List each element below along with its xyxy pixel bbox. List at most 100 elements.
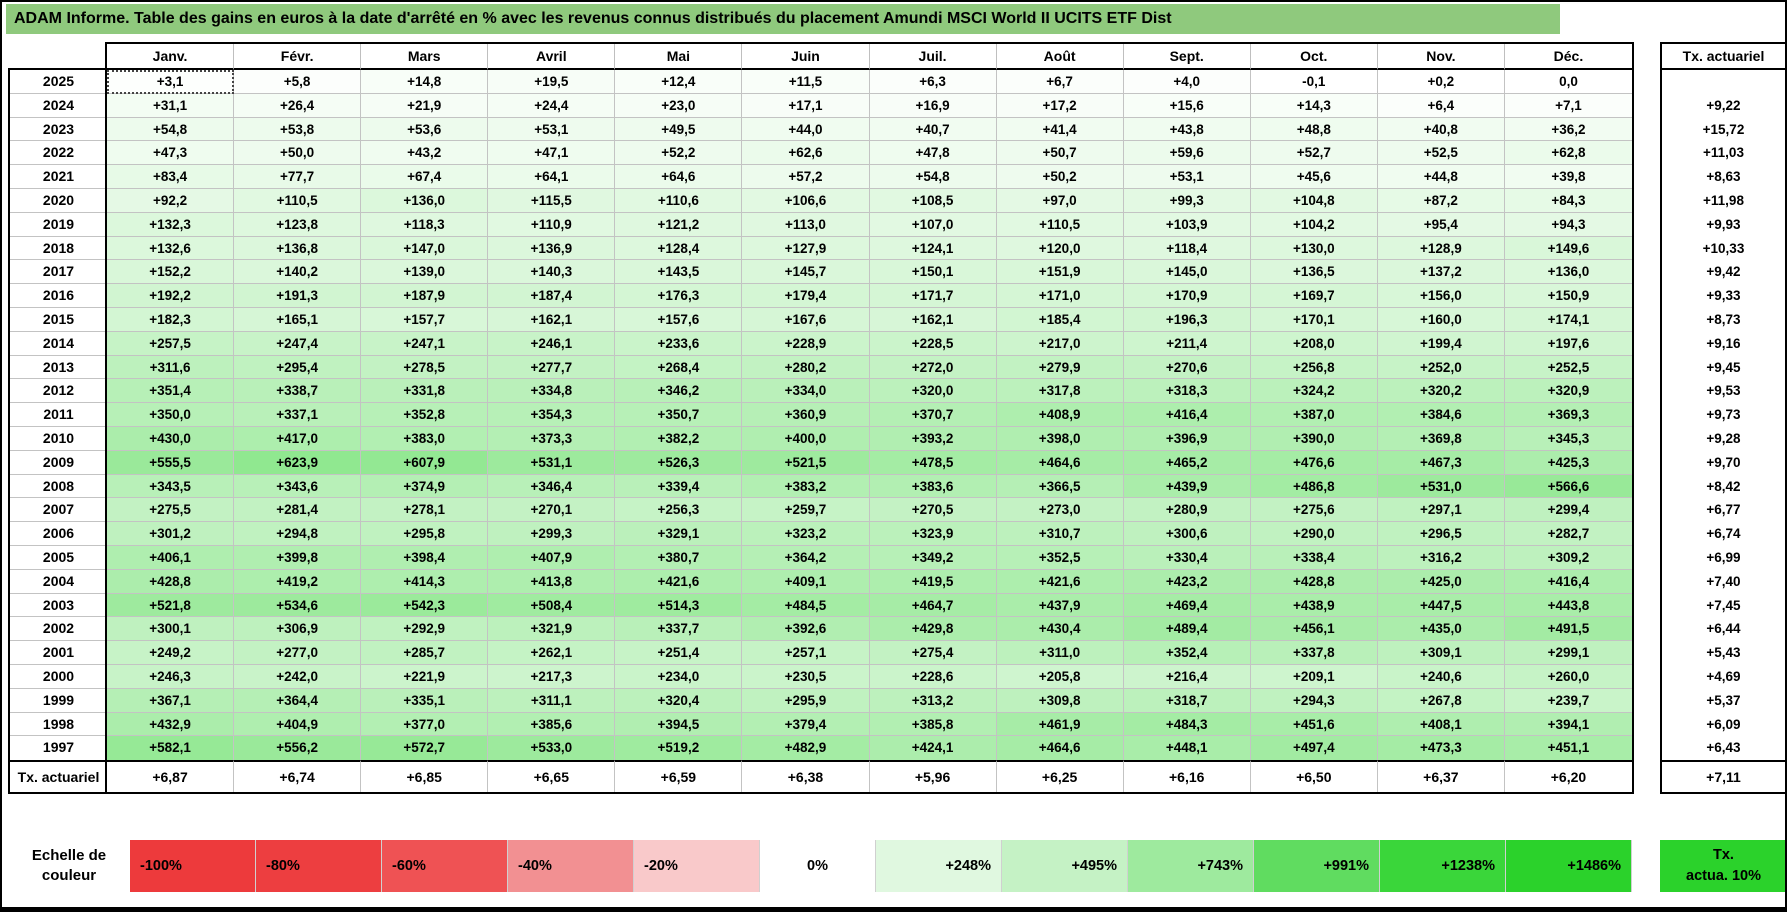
gain-cell: +350,0 (107, 403, 235, 427)
gain-cell: +41,4 (996, 117, 1124, 142)
gain-cell: +416,4 (1504, 569, 1632, 594)
gain-cell: +409,1 (742, 569, 870, 594)
gain-cell: +211,4 (1123, 331, 1251, 356)
gain-cell: +130,0 (1250, 236, 1378, 261)
gain-cell: +110,6 (615, 188, 743, 213)
gain-cell: +373,3 (488, 426, 616, 451)
gain-cell: +57,2 (742, 165, 870, 189)
gain-cell: +228,9 (742, 331, 870, 356)
gain-cell: +323,9 (869, 522, 997, 546)
gain-cell: +149,6 (1504, 236, 1632, 261)
gain-cell: +92,2 (107, 188, 235, 213)
gain-cell: +330,4 (1123, 545, 1251, 570)
tx-actuariel-value: +7,45 (1706, 597, 1741, 613)
gain-cell: +208,0 (1250, 331, 1378, 356)
gain-cell: +5,8 (234, 70, 362, 94)
gain-cell: +285,7 (361, 641, 489, 665)
gain-cell: +171,0 (996, 284, 1124, 308)
gain-cell: +526,3 (615, 450, 743, 475)
gain-cell: +95,4 (1377, 212, 1505, 237)
gain-cell: +408,1 (1377, 712, 1505, 737)
month-header: Avril (488, 44, 616, 70)
gain-cell: +309,8 (996, 688, 1124, 713)
gain-cell: +4,0 (1123, 70, 1251, 94)
gain-cell: +52,2 (615, 141, 743, 166)
gain-cell: +162,1 (869, 307, 997, 332)
gain-cell: +531,0 (1377, 474, 1505, 499)
gain-cell: +252,0 (1377, 355, 1505, 380)
gain-cell: +167,6 (742, 307, 870, 332)
gain-cell: +121,2 (615, 212, 743, 237)
tx-actuariel-value: +9,22 (1706, 97, 1741, 113)
month-header: Mars (361, 44, 489, 70)
tx-actuariel-value: +5,37 (1706, 692, 1741, 708)
gain-cell: +482,9 (742, 736, 870, 761)
gain-cell: +221,9 (361, 664, 489, 689)
year-label: 2018 (10, 236, 107, 261)
gain-cell: +299,1 (1504, 641, 1632, 665)
gain-cell: +451,6 (1250, 712, 1378, 737)
year-label: 2023 (10, 117, 107, 142)
gain-cell: +17,1 (742, 93, 870, 118)
gain-cell: +320,0 (869, 379, 997, 404)
tx-actuariel-value: +9,45 (1706, 359, 1741, 375)
year-label: 2004 (10, 569, 107, 594)
gain-cell: +351,4 (107, 379, 235, 404)
gain-cell: +151,9 (996, 260, 1124, 285)
gain-cell: +275,5 (107, 498, 235, 523)
gain-cell: +170,1 (1250, 307, 1378, 332)
gain-cell: +311,0 (996, 641, 1124, 665)
gain-cell: +367,1 (107, 688, 235, 713)
gain-cell: +136,8 (234, 236, 362, 261)
year-label: 2020 (10, 188, 107, 213)
year-label: 2016 (10, 284, 107, 308)
year-label: 2014 (10, 331, 107, 356)
gain-cell: +240,6 (1377, 664, 1505, 689)
gain-cell: +491,5 (1504, 617, 1632, 642)
gains-table: Janv. Févr. Mars Avril Mai Juin Juil. Août Sept.… (105, 42, 1634, 795)
gain-cell: +64,6 (615, 165, 743, 189)
gain-cell: +217,0 (996, 331, 1124, 356)
gain-cell: +301,2 (107, 522, 235, 546)
gain-cell: +329,1 (615, 522, 743, 546)
gain-cell: +132,3 (107, 212, 235, 237)
gain-cell: +17,2 (996, 93, 1124, 118)
gain-cell: +132,6 (107, 236, 235, 261)
gain-cell: +390,0 (1250, 426, 1378, 451)
gain-cell: +136,9 (488, 236, 616, 261)
year-label: 2010 (10, 426, 107, 451)
gain-cell: +379,4 (742, 712, 870, 737)
gain-cell: +256,8 (1250, 355, 1378, 380)
gain-cell: +157,7 (361, 307, 489, 332)
gain-cell: +345,3 (1504, 426, 1632, 451)
legend-actuarial-line2: actua. 10% (1686, 868, 1761, 884)
gain-cell: +324,2 (1250, 379, 1378, 404)
gain-cell: +310,7 (996, 522, 1124, 546)
gain-cell: +115,5 (488, 188, 616, 213)
gain-cell: +473,3 (1377, 736, 1505, 761)
gain-cell: +44,8 (1377, 165, 1505, 189)
gain-cell: +31,1 (107, 93, 235, 118)
tx-actuariel-value: +6,77 (1706, 502, 1741, 518)
gain-cell: +3,1 (107, 70, 235, 94)
year-label: 2009 (10, 450, 107, 475)
gain-cell: +370,7 (869, 403, 997, 427)
year-label: 1999 (10, 688, 107, 713)
legend-cell: +248% (876, 840, 1002, 892)
actuarial-rate-header: Tx. actuariel (1662, 44, 1785, 70)
gain-cell: +337,1 (234, 403, 362, 427)
gain-cell: +320,4 (615, 688, 743, 713)
gain-cell: +461,9 (996, 712, 1124, 737)
gain-cell: +150,1 (869, 260, 997, 285)
year-label: 2021 (10, 165, 107, 189)
legend-cell: +1486% (1506, 840, 1632, 892)
gain-cell: +350,7 (615, 403, 743, 427)
gain-cell: +424,1 (869, 736, 997, 761)
gain-cell: +508,4 (488, 593, 616, 618)
gain-cell: +414,3 (361, 569, 489, 594)
gain-cell: +277,0 (234, 641, 362, 665)
tx-actuariel-value: +6,09 (1706, 716, 1741, 732)
gain-cell: +228,5 (869, 331, 997, 356)
footer-rate-cell: +6,38 (742, 760, 870, 793)
month-header: Févr. (234, 44, 362, 70)
